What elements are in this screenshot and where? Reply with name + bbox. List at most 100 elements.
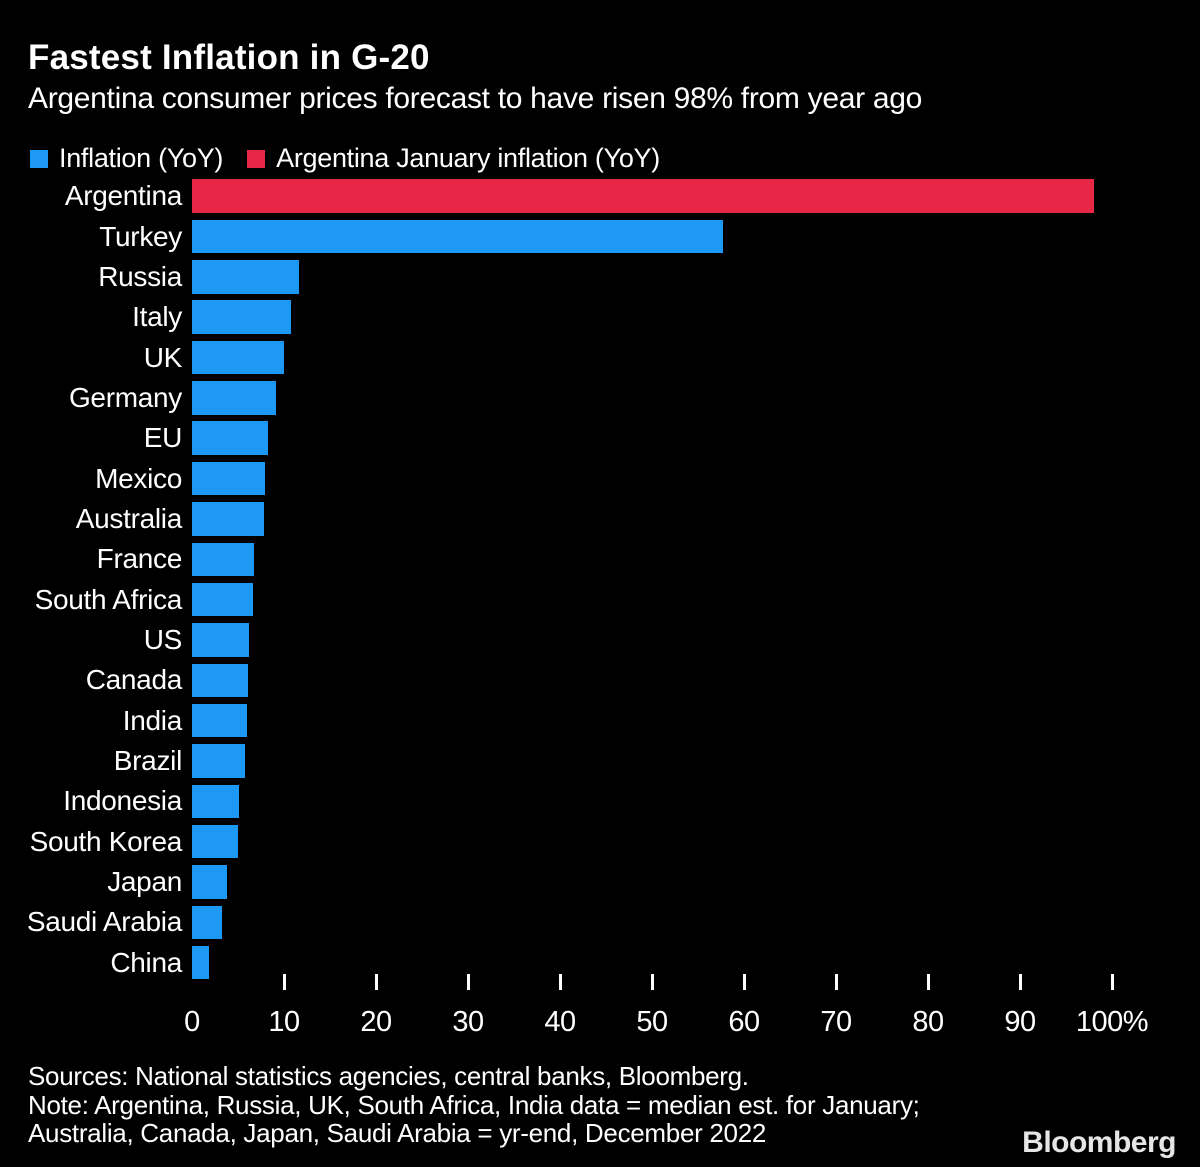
- axis-tick: [466, 974, 470, 990]
- category-label: Australia: [75, 502, 183, 534]
- category-label: France: [96, 543, 183, 575]
- bar-track: [192, 905, 1158, 940]
- bar-track: [192, 945, 1158, 980]
- bar-china: [192, 945, 210, 980]
- legend-swatch-blue: [30, 149, 48, 168]
- x-axis: 0 10 20 30 40 50 60 70 80 90 100%: [184, 974, 1158, 1044]
- category-label: Italy: [132, 301, 182, 333]
- bar-germany: [192, 381, 276, 415]
- bar-australia: [192, 502, 264, 536]
- bar-track: [192, 502, 1158, 536]
- bar-row: Japan: [0, 862, 1200, 902]
- bar-row: UK: [0, 337, 1200, 377]
- legend-swatch-red: [247, 149, 266, 168]
- bar-row: China: [0, 943, 1200, 983]
- bar-russia: [192, 260, 299, 294]
- note-line-2: Australia, Canada, Japan, Saudi Arabia =…: [28, 1118, 767, 1148]
- axis-tick-label: 100%: [1075, 1006, 1149, 1038]
- category-label: Turkey: [99, 220, 182, 252]
- bar-japan: [192, 865, 227, 899]
- bar-france: [192, 542, 254, 577]
- axis-tick-label: 90: [1004, 1006, 1036, 1038]
- bar-brazil: [192, 744, 246, 778]
- legend-label: Inflation (YoY): [59, 143, 224, 173]
- category-label: Argentina: [64, 180, 182, 212]
- category-label: Indonesia: [63, 785, 182, 817]
- bar-track: [192, 340, 1158, 375]
- axis-tick-label: 20: [360, 1006, 392, 1038]
- bar-us: [192, 623, 250, 657]
- bar-turkey: [192, 219, 723, 254]
- axis-tick: [834, 974, 838, 990]
- bar-chart: Argentina Turkey Russia Italy UK Germany EU Mex…: [0, 176, 1200, 983]
- axis-tick: [282, 974, 286, 990]
- bar-argentina: [192, 179, 1094, 213]
- axis-tick-label: 30: [452, 1006, 484, 1038]
- bar-row: Russia: [0, 257, 1200, 297]
- bar-track: [192, 623, 1158, 657]
- bar-track: [192, 784, 1158, 819]
- bar-track: [192, 744, 1158, 778]
- axis-tick-label: 60: [728, 1006, 760, 1038]
- bar-track: [192, 381, 1158, 415]
- axis-tick-label: 80: [912, 1006, 944, 1038]
- chart-subtitle: Argentina consumer prices forecast to ha…: [28, 82, 922, 115]
- bar-row: South Africa: [0, 579, 1200, 619]
- bar-indonesia: [192, 784, 239, 819]
- category-label: UK: [143, 341, 183, 373]
- bar-track: [192, 179, 1158, 213]
- bar-row: France: [0, 539, 1200, 579]
- bar-row: Germany: [0, 378, 1200, 418]
- bar-track: [192, 300, 1158, 334]
- category-label: Russia: [98, 260, 182, 292]
- category-label: Brazil: [113, 744, 183, 776]
- legend: Inflation (YoY) Argentina January inflat…: [30, 143, 660, 174]
- bar-row: Mexico: [0, 458, 1200, 498]
- bloomberg-logo: Bloomberg: [1022, 1126, 1176, 1159]
- bar-track: [192, 865, 1158, 899]
- footer: Sources: National statistics agencies, c…: [28, 1062, 920, 1148]
- bar-row: Brazil: [0, 741, 1200, 781]
- bar-south-korea: [192, 824, 238, 859]
- category-label: Mexico: [95, 462, 182, 494]
- sources-line: Sources: National statistics agencies, c…: [28, 1061, 749, 1091]
- chart-title: Fastest Inflation in G-20: [28, 38, 430, 77]
- note-line-1: Note: Argentina, Russia, UK, South Afric…: [28, 1089, 920, 1120]
- axis-tick: [1018, 974, 1022, 990]
- bar-track: [192, 703, 1158, 738]
- axis-tick: [650, 974, 654, 990]
- bar-row: Argentina: [0, 176, 1200, 216]
- axis-tick-label: 40: [544, 1006, 576, 1038]
- bar-italy: [192, 300, 292, 334]
- bar-row: Canada: [0, 660, 1200, 700]
- bar-uk: [192, 340, 284, 375]
- category-label: South Africa: [34, 583, 183, 615]
- bar-track: [192, 260, 1158, 294]
- bar-row: India: [0, 700, 1200, 740]
- axis-tick: [374, 974, 378, 990]
- bar-india: [192, 703, 248, 738]
- bar-row: US: [0, 620, 1200, 660]
- bar-saudi-arabia: [192, 905, 223, 940]
- bar-row: Indonesia: [0, 781, 1200, 821]
- category-label: China: [110, 946, 182, 978]
- legend-item-inflation: Inflation (YoY): [30, 143, 223, 174]
- axis-tick-label: 10: [268, 1006, 300, 1038]
- bar-track: [192, 542, 1158, 577]
- bar-track: [192, 461, 1158, 496]
- bar-rows: Argentina Turkey Russia Italy UK Germany EU Mex…: [0, 176, 1200, 983]
- axis-tick: [742, 974, 746, 990]
- legend-item-argentina: Argentina January inflation (YoY): [247, 143, 660, 174]
- bar-canada: [192, 663, 249, 698]
- axis-tick-label: 50: [636, 1006, 668, 1038]
- category-label: India: [122, 704, 183, 736]
- bar-row: Saudi Arabia: [0, 902, 1200, 942]
- axis-tick-label: 0: [184, 1006, 200, 1038]
- bar-row: Australia: [0, 499, 1200, 539]
- category-label: South Korea: [29, 825, 183, 857]
- category-label: EU: [143, 422, 183, 454]
- legend-label: Argentina January inflation (YoY): [276, 143, 660, 173]
- category-label: Canada: [85, 664, 183, 696]
- bar-track: [192, 663, 1158, 698]
- bar-south-africa: [192, 582, 253, 617]
